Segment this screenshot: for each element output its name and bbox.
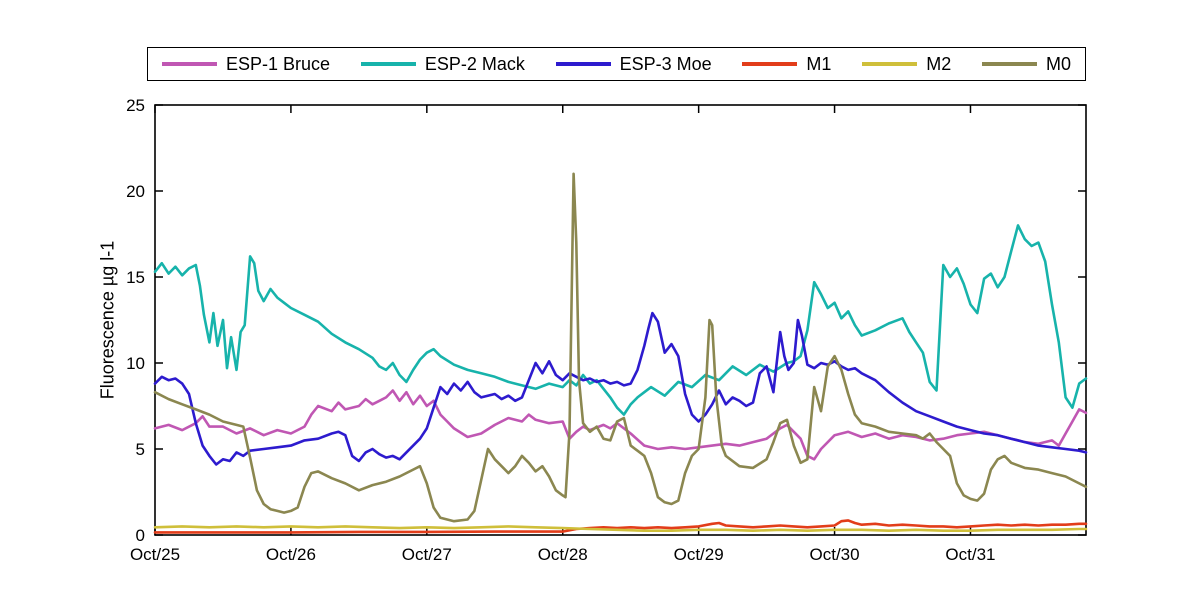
- legend-label-m2: M2: [926, 53, 952, 74]
- legend-label-esp-1-bruce: ESP-1 Bruce: [226, 53, 331, 74]
- legend-label-m1: M1: [806, 53, 832, 74]
- y-tick-label: 15: [126, 268, 145, 287]
- legend-swatch-m2: [862, 62, 918, 66]
- series-line-esp-2-mack: [153, 224, 1088, 416]
- x-tick-label: Oct/27: [402, 545, 452, 564]
- legend-item-m2: M2: [862, 54, 951, 75]
- x-tick-label: Oct/25: [130, 545, 180, 564]
- y-tick-label: 20: [126, 182, 145, 201]
- legend-label-esp-2-mack: ESP-2 Mack: [424, 53, 525, 74]
- legend-swatch-esp-1-bruce: [162, 62, 217, 66]
- legend-swatch-m1: [742, 62, 798, 66]
- y-tick-label: 0: [136, 526, 145, 545]
- legend-swatch-m0: [981, 62, 1037, 66]
- series-line-m2: [153, 525, 1088, 533]
- legend-swatch-esp-2-mack: [360, 62, 416, 66]
- legend-item-m0: M0: [981, 53, 1071, 75]
- y-tick-label: 10: [126, 354, 145, 373]
- series-line-m0: [153, 172, 1088, 523]
- legend-item-esp-2-mack: ESP-2 Mack: [360, 53, 525, 75]
- x-tick-label: Oct/30: [810, 545, 860, 564]
- legend-label-esp-3-moe: ESP-3 Moe: [619, 53, 712, 74]
- legend-swatch-esp-3-moe: [555, 62, 611, 66]
- plot-border: [154, 104, 1087, 536]
- x-tick-label: Oct/28: [538, 545, 588, 564]
- legend-item-esp-3-moe: ESP-3 Moe: [555, 53, 712, 75]
- x-tick-label: Oct/26: [266, 545, 316, 564]
- legend-label-m0: M0: [1045, 53, 1071, 74]
- x-tick-label: Oct/29: [674, 545, 724, 564]
- y-axis-label: Fluorescence µg l-1: [97, 240, 118, 400]
- x-tick-label: Oct/31: [945, 545, 995, 564]
- legend: ESP-1 Bruce ESP-2 Mack ESP-3 Moe M1 M2 M0: [147, 47, 1086, 81]
- y-tick-label: 5: [136, 440, 145, 459]
- legend-item-m1: M1: [742, 54, 831, 75]
- y-tick-label: 25: [126, 96, 145, 115]
- series-line-esp-3-moe: [153, 311, 1088, 466]
- legend-item-esp-1-bruce: ESP-1 Bruce: [162, 54, 330, 75]
